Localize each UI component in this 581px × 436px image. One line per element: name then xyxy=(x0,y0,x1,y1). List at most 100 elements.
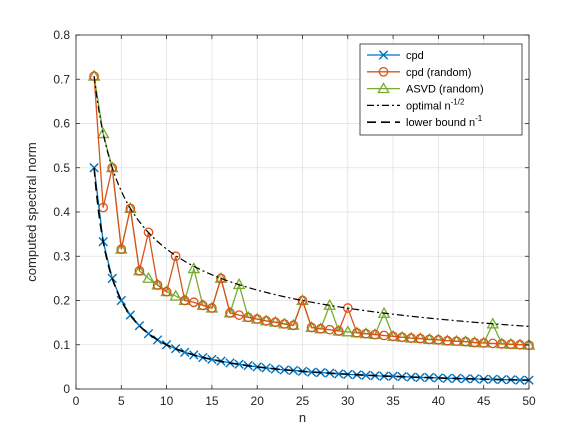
data-point-cpd-random xyxy=(361,328,371,339)
legend-label-cpd: cpd xyxy=(406,50,424,62)
data-point-cpd-random xyxy=(252,314,263,324)
data-point-cpd-random xyxy=(243,312,253,323)
data-point-asvd-random xyxy=(341,325,355,337)
data-point-cpd-random xyxy=(116,244,127,255)
data-point-cpd-random xyxy=(134,266,145,276)
data-point-cpd-random xyxy=(515,339,525,350)
data-point-cpd-random xyxy=(379,330,389,341)
legend-label-optimal: optimal n-1/2 xyxy=(406,97,465,112)
data-point-cpd-random xyxy=(207,303,217,313)
data-point-asvd-random xyxy=(142,271,155,283)
legend-exponent: -1 xyxy=(475,114,483,123)
data-point-asvd-random xyxy=(169,289,182,301)
y-tick-label: 0.3 xyxy=(53,249,70,263)
y-tick-label: 0.1 xyxy=(53,338,70,352)
data-point-cpd-random xyxy=(442,335,453,346)
y-tick-label: 0.6 xyxy=(53,117,70,131)
data-point-cpd-random xyxy=(188,297,199,308)
data-point-cpd xyxy=(488,374,498,384)
data-point-cpd-random xyxy=(487,338,498,349)
data-point-cpd xyxy=(234,359,244,369)
data-point-cpd-random xyxy=(478,338,489,348)
x-tick-label: 20 xyxy=(251,394,265,408)
legend-marker-asvd-random xyxy=(377,82,390,94)
y-tick-label: 0.7 xyxy=(53,72,70,86)
data-point-cpd xyxy=(207,354,217,365)
data-point-cpd-random xyxy=(125,203,136,214)
legend-label-cpd-random: cpd (random) xyxy=(406,67,471,79)
data-point-cpd-random xyxy=(225,308,235,318)
x-tick-label: 10 xyxy=(160,394,174,408)
y-tick-label: 0.8 xyxy=(53,28,70,42)
data-point-cpd-random xyxy=(152,280,163,290)
data-point-cpd-random xyxy=(370,329,380,340)
series-line-optimal xyxy=(93,76,530,328)
data-point-cpd xyxy=(261,363,271,373)
x-axis-label: n xyxy=(299,410,306,425)
data-point-asvd-random xyxy=(96,127,110,139)
data-point-cpd xyxy=(306,367,317,377)
legend-label-lower-bound: lower bound n-1 xyxy=(406,114,483,129)
data-point-cpd-random xyxy=(234,310,244,320)
series-line-lower-bound xyxy=(93,167,530,381)
data-point-cpd xyxy=(460,374,471,384)
data-point-cpd-random xyxy=(143,227,154,238)
ticks: 0 5 10 15 20 25 30 35 40 45 50 0 0.1 0.2 0.3 0.4 0.5 0.6 0… xyxy=(53,28,536,408)
data-point-cpd-random xyxy=(415,333,426,344)
data-point-cpd-random xyxy=(397,332,408,343)
x-tick-label: 15 xyxy=(205,394,219,408)
data-point-asvd-random xyxy=(377,306,391,318)
y-axis-label: computed spectral norm xyxy=(24,142,39,281)
data-point-cpd xyxy=(361,370,371,380)
data-point-cpd-random xyxy=(306,322,317,333)
data-point-cpd-random xyxy=(315,323,326,334)
y-tick-label: 0 xyxy=(63,382,70,396)
data-point-cpd-random xyxy=(216,273,226,284)
data-point-cpd xyxy=(116,295,126,306)
data-point-cpd xyxy=(415,372,425,383)
x-tick-label: 45 xyxy=(477,394,491,408)
data-point-cpd-random xyxy=(333,326,344,336)
data-point-cpd-random xyxy=(352,327,362,338)
data-point-cpd xyxy=(388,371,398,381)
data-point-cpd xyxy=(279,365,290,375)
data-point-cpd-random xyxy=(406,333,417,343)
legend-exponent: -1/2 xyxy=(451,97,465,106)
y-tick-label: 0.5 xyxy=(53,161,70,175)
data-point-cpd xyxy=(442,373,453,384)
data-point-cpd-random xyxy=(496,339,507,349)
data-point-cpd-random xyxy=(107,162,118,173)
legend-label-asvd-random: ASVD (random) xyxy=(406,84,484,96)
data-point-cpd xyxy=(515,375,525,385)
data-point-cpd-random xyxy=(424,334,435,345)
x-tick-label: 35 xyxy=(386,394,400,408)
data-point-cpd-random xyxy=(161,286,172,297)
legend: cpd cpd (random) ASVD (random)optimal n-1/… xyxy=(359,43,523,136)
data-point-cpd-random xyxy=(460,336,471,347)
data-point-cpd-random xyxy=(451,336,462,347)
data-point-cpd-random xyxy=(197,300,208,311)
x-tick-label: 50 xyxy=(522,394,536,408)
data-point-cpd-random xyxy=(324,324,335,335)
data-point-cpd xyxy=(334,369,344,379)
series-cpd-random xyxy=(89,71,534,351)
legend-marker-cpd-random xyxy=(378,66,389,77)
data-point-cpd-random xyxy=(179,295,190,306)
data-point-cpd-random xyxy=(288,320,299,331)
data-point-cpd-random xyxy=(433,335,444,345)
x-tick-label: 0 xyxy=(73,394,80,408)
series-line-cpd-random xyxy=(93,76,530,346)
y-tick-label: 0.2 xyxy=(53,294,70,308)
data-point-cpd-random xyxy=(279,319,290,329)
data-point-cpd-random xyxy=(469,337,480,348)
series-layer xyxy=(87,69,536,385)
x-tick-label: 25 xyxy=(296,394,310,408)
y-tick-label: 0.4 xyxy=(53,205,70,219)
data-point-cpd-random xyxy=(270,317,281,328)
data-point-cpd xyxy=(180,347,190,357)
data-point-cpd-random xyxy=(261,316,272,326)
x-tick-label: 5 xyxy=(118,394,125,408)
x-tick-label: 30 xyxy=(341,394,355,408)
data-point-cpd-random xyxy=(170,251,181,262)
